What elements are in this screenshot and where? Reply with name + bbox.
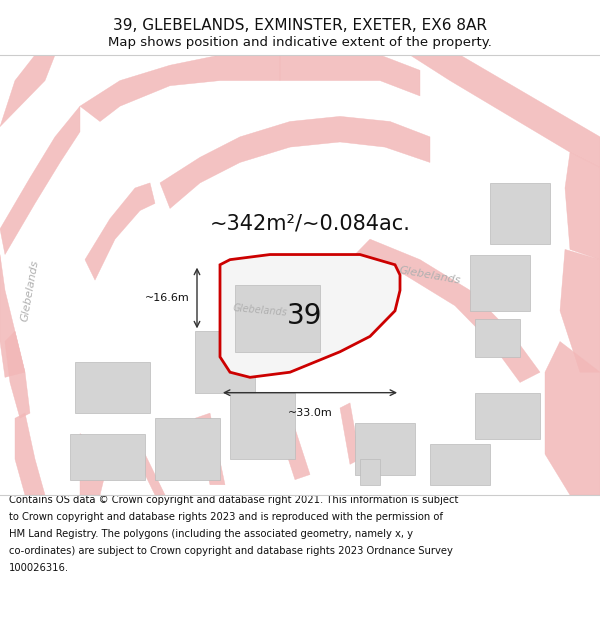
Polygon shape	[275, 413, 310, 479]
Polygon shape	[80, 434, 110, 495]
Polygon shape	[195, 413, 225, 485]
Polygon shape	[85, 183, 155, 280]
Polygon shape	[410, 55, 600, 168]
Polygon shape	[0, 254, 25, 378]
Polygon shape	[430, 444, 490, 485]
Text: 39, GLEBELANDS, EXMINSTER, EXETER, EX6 8AR: 39, GLEBELANDS, EXMINSTER, EXETER, EX6 8…	[113, 18, 487, 33]
Text: 39: 39	[287, 302, 323, 330]
Polygon shape	[75, 362, 150, 413]
Text: to Crown copyright and database rights 2023 and is reproduced with the permissio: to Crown copyright and database rights 2…	[9, 512, 443, 522]
Polygon shape	[0, 55, 55, 127]
Text: ~16.6m: ~16.6m	[145, 292, 190, 302]
Text: Glebelands: Glebelands	[20, 259, 40, 322]
Polygon shape	[230, 392, 295, 459]
Text: Contains OS data © Crown copyright and database right 2021. This information is : Contains OS data © Crown copyright and d…	[9, 495, 458, 505]
Text: co-ordinates) are subject to Crown copyright and database rights 2023 Ordnance S: co-ordinates) are subject to Crown copyr…	[9, 546, 453, 556]
Polygon shape	[195, 331, 255, 392]
Polygon shape	[565, 152, 600, 259]
Text: HM Land Registry. The polygons (including the associated geometry, namely x, y: HM Land Registry. The polygons (includin…	[9, 529, 413, 539]
Text: ~342m²/~0.084ac.: ~342m²/~0.084ac.	[209, 214, 410, 234]
Text: Glebelands: Glebelands	[398, 264, 461, 286]
Polygon shape	[80, 55, 280, 121]
Polygon shape	[355, 423, 415, 474]
Polygon shape	[355, 239, 540, 382]
Polygon shape	[340, 403, 360, 464]
Polygon shape	[490, 183, 550, 244]
Polygon shape	[235, 285, 320, 352]
Polygon shape	[470, 254, 530, 311]
Polygon shape	[475, 319, 520, 357]
Polygon shape	[560, 249, 600, 372]
Polygon shape	[220, 254, 400, 378]
Polygon shape	[280, 55, 420, 96]
Polygon shape	[155, 418, 220, 479]
Polygon shape	[545, 341, 600, 495]
Text: Map shows position and indicative extent of the property.: Map shows position and indicative extent…	[108, 36, 492, 49]
Polygon shape	[15, 413, 45, 495]
Polygon shape	[360, 459, 380, 485]
Polygon shape	[160, 116, 430, 209]
Text: ~33.0m: ~33.0m	[287, 408, 332, 418]
Text: Glebelands: Glebelands	[232, 304, 288, 318]
Polygon shape	[0, 106, 80, 254]
Polygon shape	[70, 434, 145, 479]
Polygon shape	[5, 331, 30, 418]
Polygon shape	[475, 392, 540, 439]
Polygon shape	[135, 454, 165, 495]
Text: 100026316.: 100026316.	[9, 563, 69, 573]
